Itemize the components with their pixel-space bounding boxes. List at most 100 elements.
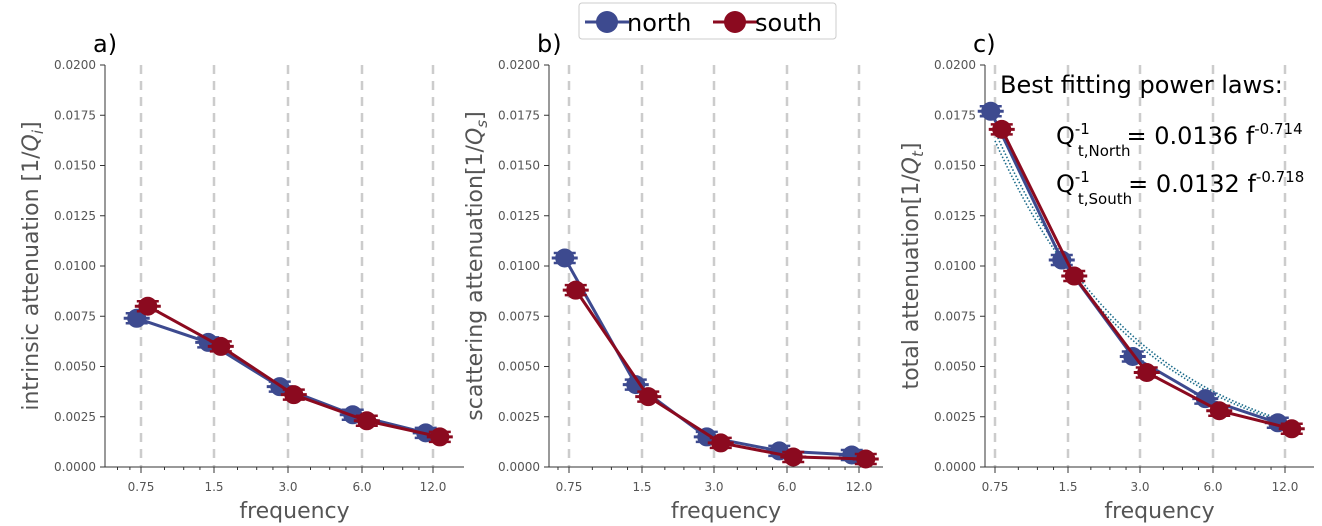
x-tick-label: 1.5 (204, 480, 223, 494)
x-tick-label: 6.0 (1203, 480, 1222, 494)
annotation-sub: t,South (1078, 190, 1132, 208)
data-point-north (982, 102, 1000, 120)
panel-b: 0.0000 0.0025 0.0050 0.0075 0.0100 0.0125 0.01… (463, 30, 883, 524)
data-point-south (1210, 402, 1228, 420)
panel-a: 0.0000 0.0025 0.0050 0.0075 0.0100 0.0125 0.01… (19, 30, 464, 524)
data-point-south (1065, 267, 1083, 285)
data-point-south (857, 450, 875, 468)
y-axis-label: total attenuation[1/Qt] (899, 143, 927, 390)
y-tick-label: 0.0200 (498, 58, 540, 72)
data-point-south (285, 386, 303, 404)
y-tick-label: 0.0025 (934, 410, 976, 424)
series-line-north (991, 111, 1278, 423)
series-line-north (565, 258, 852, 455)
x-tick-label: 0.75 (982, 480, 1009, 494)
data-point-south (358, 412, 376, 430)
y-tick-label: 0.0175 (498, 108, 540, 122)
annotation-eq: = 0.0136 f (1126, 122, 1254, 150)
panel-label: a) (93, 30, 117, 58)
x-tick-label: 12.0 (420, 480, 447, 494)
y-tick-label: 0.0150 (54, 159, 96, 173)
x-axis-label: frequency (239, 499, 349, 524)
y-axis-label-sub: s (473, 120, 491, 128)
y-tick-label: 0.0000 (498, 460, 540, 474)
y-tick-label: 0.0025 (54, 410, 96, 424)
x-axis-label: frequency (671, 499, 781, 524)
legend-marker-south (724, 11, 746, 33)
data-point-south (1283, 420, 1301, 438)
legend-label-south: south (755, 9, 822, 37)
annotation-sup: -1 (1075, 120, 1090, 138)
y-axis-label-end: ] (463, 111, 488, 120)
legend-marker-north (596, 11, 618, 33)
y-axis-label-main: scattering attenuation[1/ (463, 144, 488, 420)
y-tick-label: 0.0000 (54, 460, 96, 474)
x-tick-label: 0.75 (128, 480, 155, 494)
series-line-north (137, 318, 426, 433)
x-tick-label: 3.0 (1130, 480, 1149, 494)
x-tick-label: 1.5 (1058, 480, 1077, 494)
y-axis-label-main: intrinsic attenuation [1/ (19, 151, 44, 411)
annotation-exp: -0.718 (1256, 168, 1304, 186)
y-axis-label-q: Q (19, 134, 44, 151)
series-line-south (148, 306, 440, 437)
data-point-south (993, 120, 1011, 138)
x-tick-label: 0.75 (556, 480, 583, 494)
x-tick-label: 12.0 (846, 480, 873, 494)
y-tick-label: 0.0175 (54, 108, 96, 122)
data-point-south (712, 434, 730, 452)
y-axis-label-main: total attenuation[1/ (899, 174, 924, 390)
data-point-south (1138, 364, 1156, 382)
annotation-sup: -1 (1075, 168, 1090, 186)
y-tick-label: 0.0075 (934, 309, 976, 323)
x-tick-label: 3.0 (278, 480, 297, 494)
y-axis-label: intrinsic attenuation [1/Qi] (19, 121, 47, 410)
y-tick-label: 0.0050 (934, 360, 976, 374)
data-point-south (784, 448, 802, 466)
y-axis-label: scattering attenuation[1/Qs] (463, 111, 491, 420)
y-axis-label-end: ] (19, 121, 44, 130)
y-tick-label: 0.0125 (498, 209, 540, 223)
y-tick-label: 0.0075 (54, 309, 96, 323)
panel-c: 0.0000 0.0025 0.0050 0.0075 0.0100 0.0125 0.01… (899, 30, 1314, 524)
y-axis-label-q: Q (899, 157, 924, 174)
data-point-south (212, 337, 230, 355)
annotation-sub: t,North (1078, 142, 1131, 160)
x-tick-label: 12.0 (1272, 480, 1299, 494)
x-tick-label: 6.0 (777, 480, 796, 494)
legend-label-north: north (627, 9, 691, 37)
annotation-line: Q-1 t,North= 0.0136 f-0.714 (1056, 120, 1303, 160)
y-axis-label-end: ] (899, 143, 924, 152)
annotation-q: Q (1056, 122, 1075, 150)
y-tick-label: 0.0050 (54, 360, 96, 374)
annotation-exp: -0.714 (1254, 120, 1302, 138)
y-tick-label: 0.0200 (934, 58, 976, 72)
annotation-title: Best fitting power laws: (1000, 71, 1283, 99)
panel-label: b) (537, 30, 562, 58)
x-tick-label: 3.0 (704, 480, 723, 494)
y-tick-label: 0.0000 (934, 460, 976, 474)
data-point-south (567, 281, 585, 299)
y-tick-label: 0.0150 (934, 159, 976, 173)
y-tick-label: 0.0150 (498, 159, 540, 173)
annotation-q: Q (1056, 170, 1075, 198)
x-tick-label: 1.5 (632, 480, 651, 494)
data-point-south (139, 297, 157, 315)
y-tick-label: 0.0050 (498, 360, 540, 374)
annotation-eq: = 0.0132 f (1128, 170, 1256, 198)
annotation-line: Q-1 t,South= 0.0132 f-0.718 (1056, 168, 1304, 208)
y-tick-label: 0.0025 (498, 410, 540, 424)
y-tick-label: 0.0175 (934, 108, 976, 122)
y-tick-label: 0.0125 (934, 209, 976, 223)
data-point-south (431, 428, 449, 446)
legend: north south (579, 3, 836, 39)
data-point-north (556, 249, 574, 267)
x-tick-label: 6.0 (352, 480, 371, 494)
y-tick-label: 0.0100 (498, 259, 540, 273)
data-point-south (639, 388, 657, 406)
y-tick-label: 0.0100 (934, 259, 976, 273)
y-axis-label-q: Q (463, 128, 488, 145)
y-tick-label: 0.0200 (54, 58, 96, 72)
panel-label: c) (973, 30, 996, 58)
